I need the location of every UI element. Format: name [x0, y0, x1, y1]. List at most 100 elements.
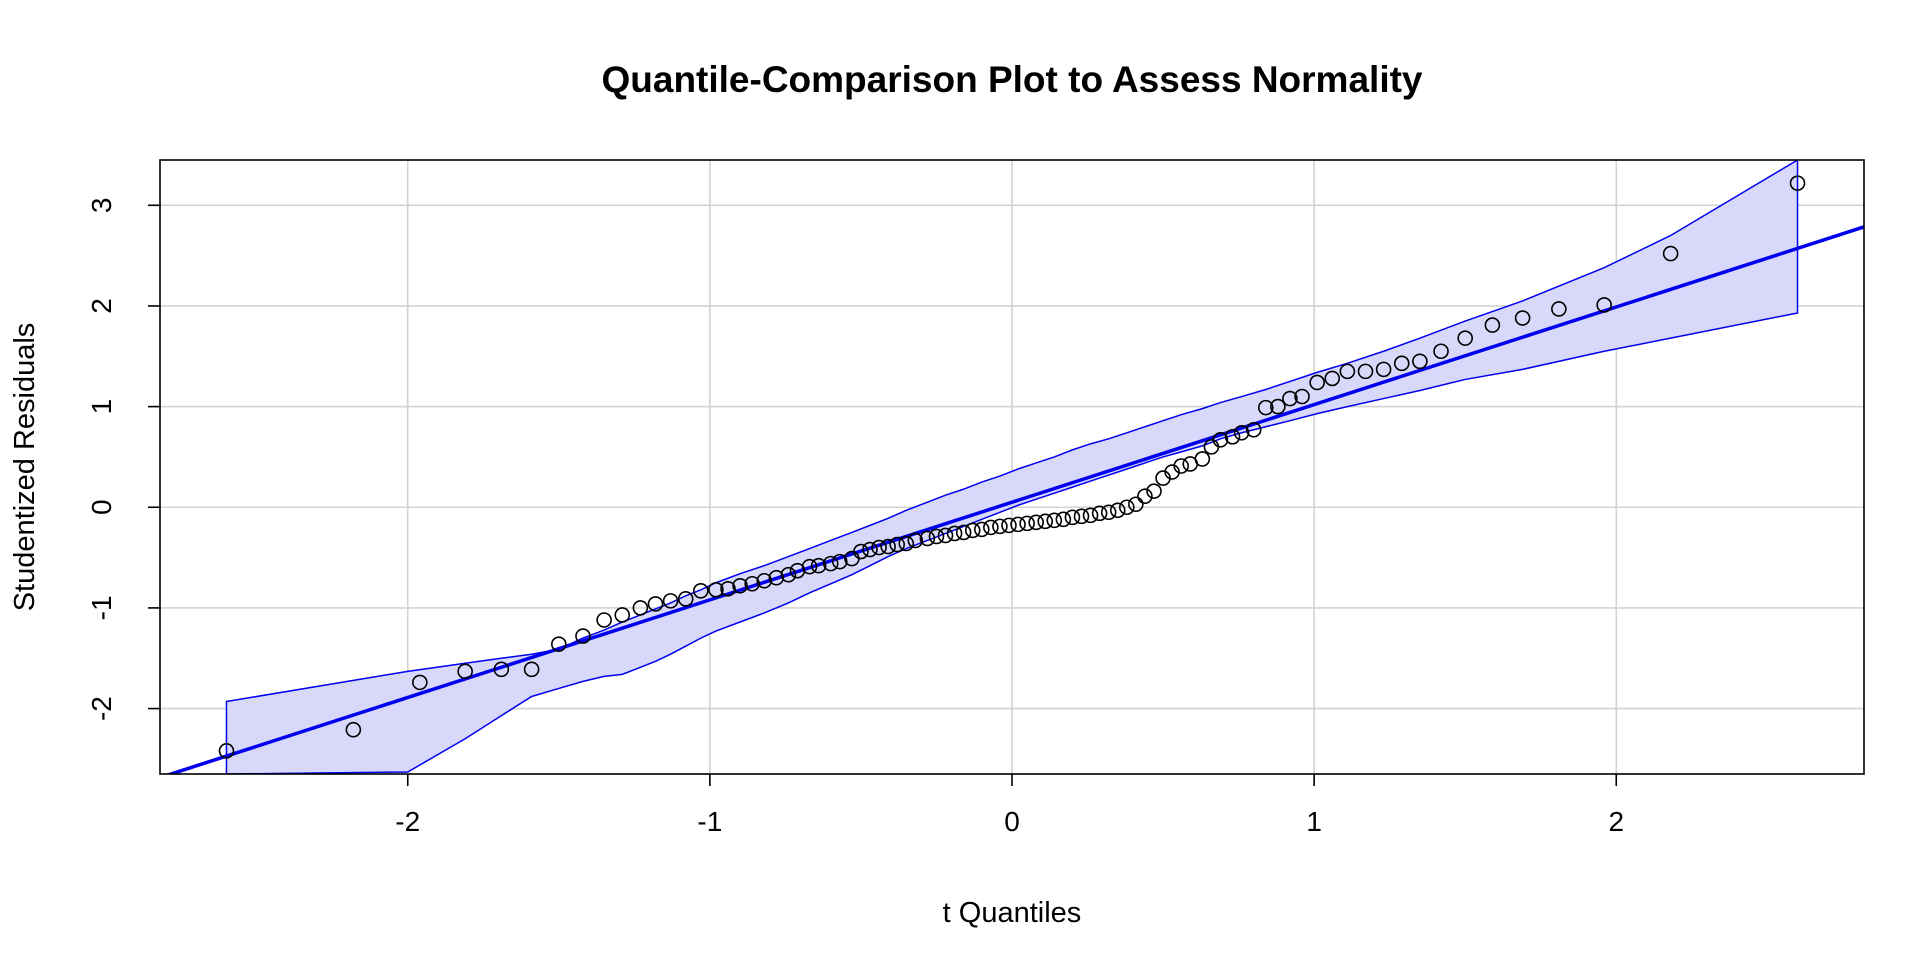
data-point — [1100, 504, 1117, 521]
data-point — [880, 538, 896, 555]
data-point — [928, 528, 945, 545]
data-point — [744, 575, 760, 592]
data-point — [1596, 297, 1612, 313]
y-tick-label: 1 — [86, 399, 117, 415]
residual-points — [218, 175, 1806, 759]
data-point — [1662, 245, 1679, 262]
data-point — [907, 532, 924, 549]
data-point — [1146, 483, 1162, 499]
data-point — [1194, 451, 1211, 467]
data-point — [1257, 399, 1274, 416]
data-point — [1484, 317, 1501, 333]
data-point — [647, 596, 664, 612]
data-point — [853, 543, 869, 560]
data-point — [919, 530, 936, 547]
data-point — [871, 539, 887, 556]
data-point — [1001, 517, 1017, 534]
x-tick-label: 2 — [1608, 806, 1624, 837]
data-point — [1309, 374, 1325, 391]
reference-line — [165, 225, 1864, 774]
y-tick-label: 2 — [86, 298, 117, 314]
x-tick-label: 0 — [1004, 806, 1020, 837]
data-point — [780, 566, 797, 583]
plot-region — [165, 160, 1864, 774]
data-point — [768, 569, 785, 586]
data-point — [677, 591, 694, 607]
data-point — [1073, 508, 1090, 525]
data-point — [955, 524, 972, 541]
data-point — [523, 661, 540, 678]
data-point — [720, 580, 736, 597]
data-point — [1324, 370, 1341, 387]
data-point — [1037, 513, 1054, 530]
data-point — [992, 518, 1008, 535]
data-point — [345, 721, 362, 738]
data-point — [983, 519, 999, 536]
data-point — [575, 628, 591, 644]
data-point — [1091, 505, 1108, 522]
y-axis-label: Studentized Residuals — [9, 323, 41, 612]
data-point — [862, 541, 878, 558]
y-tick-label: 3 — [86, 198, 117, 214]
data-point — [1233, 424, 1250, 441]
data-point — [831, 553, 848, 570]
data-point — [1393, 355, 1410, 372]
data-point — [1109, 502, 1126, 519]
confidence-envelope — [225, 160, 1799, 774]
data-point — [493, 661, 510, 678]
data-point — [1514, 310, 1531, 326]
data-point — [1375, 361, 1392, 378]
data-point — [889, 536, 905, 553]
data-point — [946, 525, 963, 542]
y-tick-label: 0 — [86, 499, 117, 515]
data-point — [412, 674, 428, 691]
y-axis: -2 -1 0 1 2 3 — [86, 198, 160, 721]
data-point — [898, 535, 915, 552]
data-point — [810, 557, 827, 574]
data-point — [693, 583, 709, 599]
x-tick-label: 1 — [1306, 806, 1322, 837]
x-tick-label: -1 — [697, 806, 722, 837]
x-tick-label: -2 — [395, 806, 420, 837]
data-point — [218, 743, 235, 759]
data-point — [1119, 499, 1135, 516]
data-point — [1270, 398, 1286, 415]
y-tick-label: -2 — [86, 696, 117, 721]
data-point — [1055, 511, 1072, 528]
data-point — [1294, 388, 1310, 405]
data-point — [1212, 432, 1229, 448]
x-axis: -2 -1 0 1 2 — [395, 774, 1624, 837]
data-point — [1137, 488, 1153, 504]
data-point — [1224, 429, 1241, 445]
data-point — [1245, 421, 1262, 438]
data-point — [732, 577, 748, 594]
data-point — [457, 663, 473, 680]
data-point — [632, 600, 649, 616]
data-point — [801, 558, 818, 575]
data-point — [708, 581, 724, 598]
data-point — [1064, 509, 1081, 526]
data-point — [1789, 175, 1806, 191]
data-point — [1082, 507, 1099, 524]
data-point — [1173, 458, 1189, 474]
data-point — [1412, 353, 1428, 370]
data-point — [1019, 515, 1035, 532]
data-point — [1433, 343, 1449, 360]
y-tick-label: -1 — [86, 595, 117, 620]
data-point — [1010, 516, 1026, 533]
data-point — [1357, 363, 1374, 380]
data-point — [662, 593, 679, 609]
data-point — [1551, 301, 1567, 317]
data-point — [822, 555, 839, 572]
data-point — [1339, 363, 1356, 380]
data-point — [756, 572, 773, 589]
x-axis-label: t Quantiles — [943, 897, 1082, 929]
data-point — [614, 607, 631, 623]
data-point — [551, 636, 567, 652]
data-point — [964, 522, 981, 539]
data-point — [1457, 330, 1473, 346]
chart-title: Quantile-Comparison Plot to Assess Norma… — [601, 59, 1422, 100]
data-point — [937, 527, 954, 544]
data-point — [1128, 496, 1144, 513]
